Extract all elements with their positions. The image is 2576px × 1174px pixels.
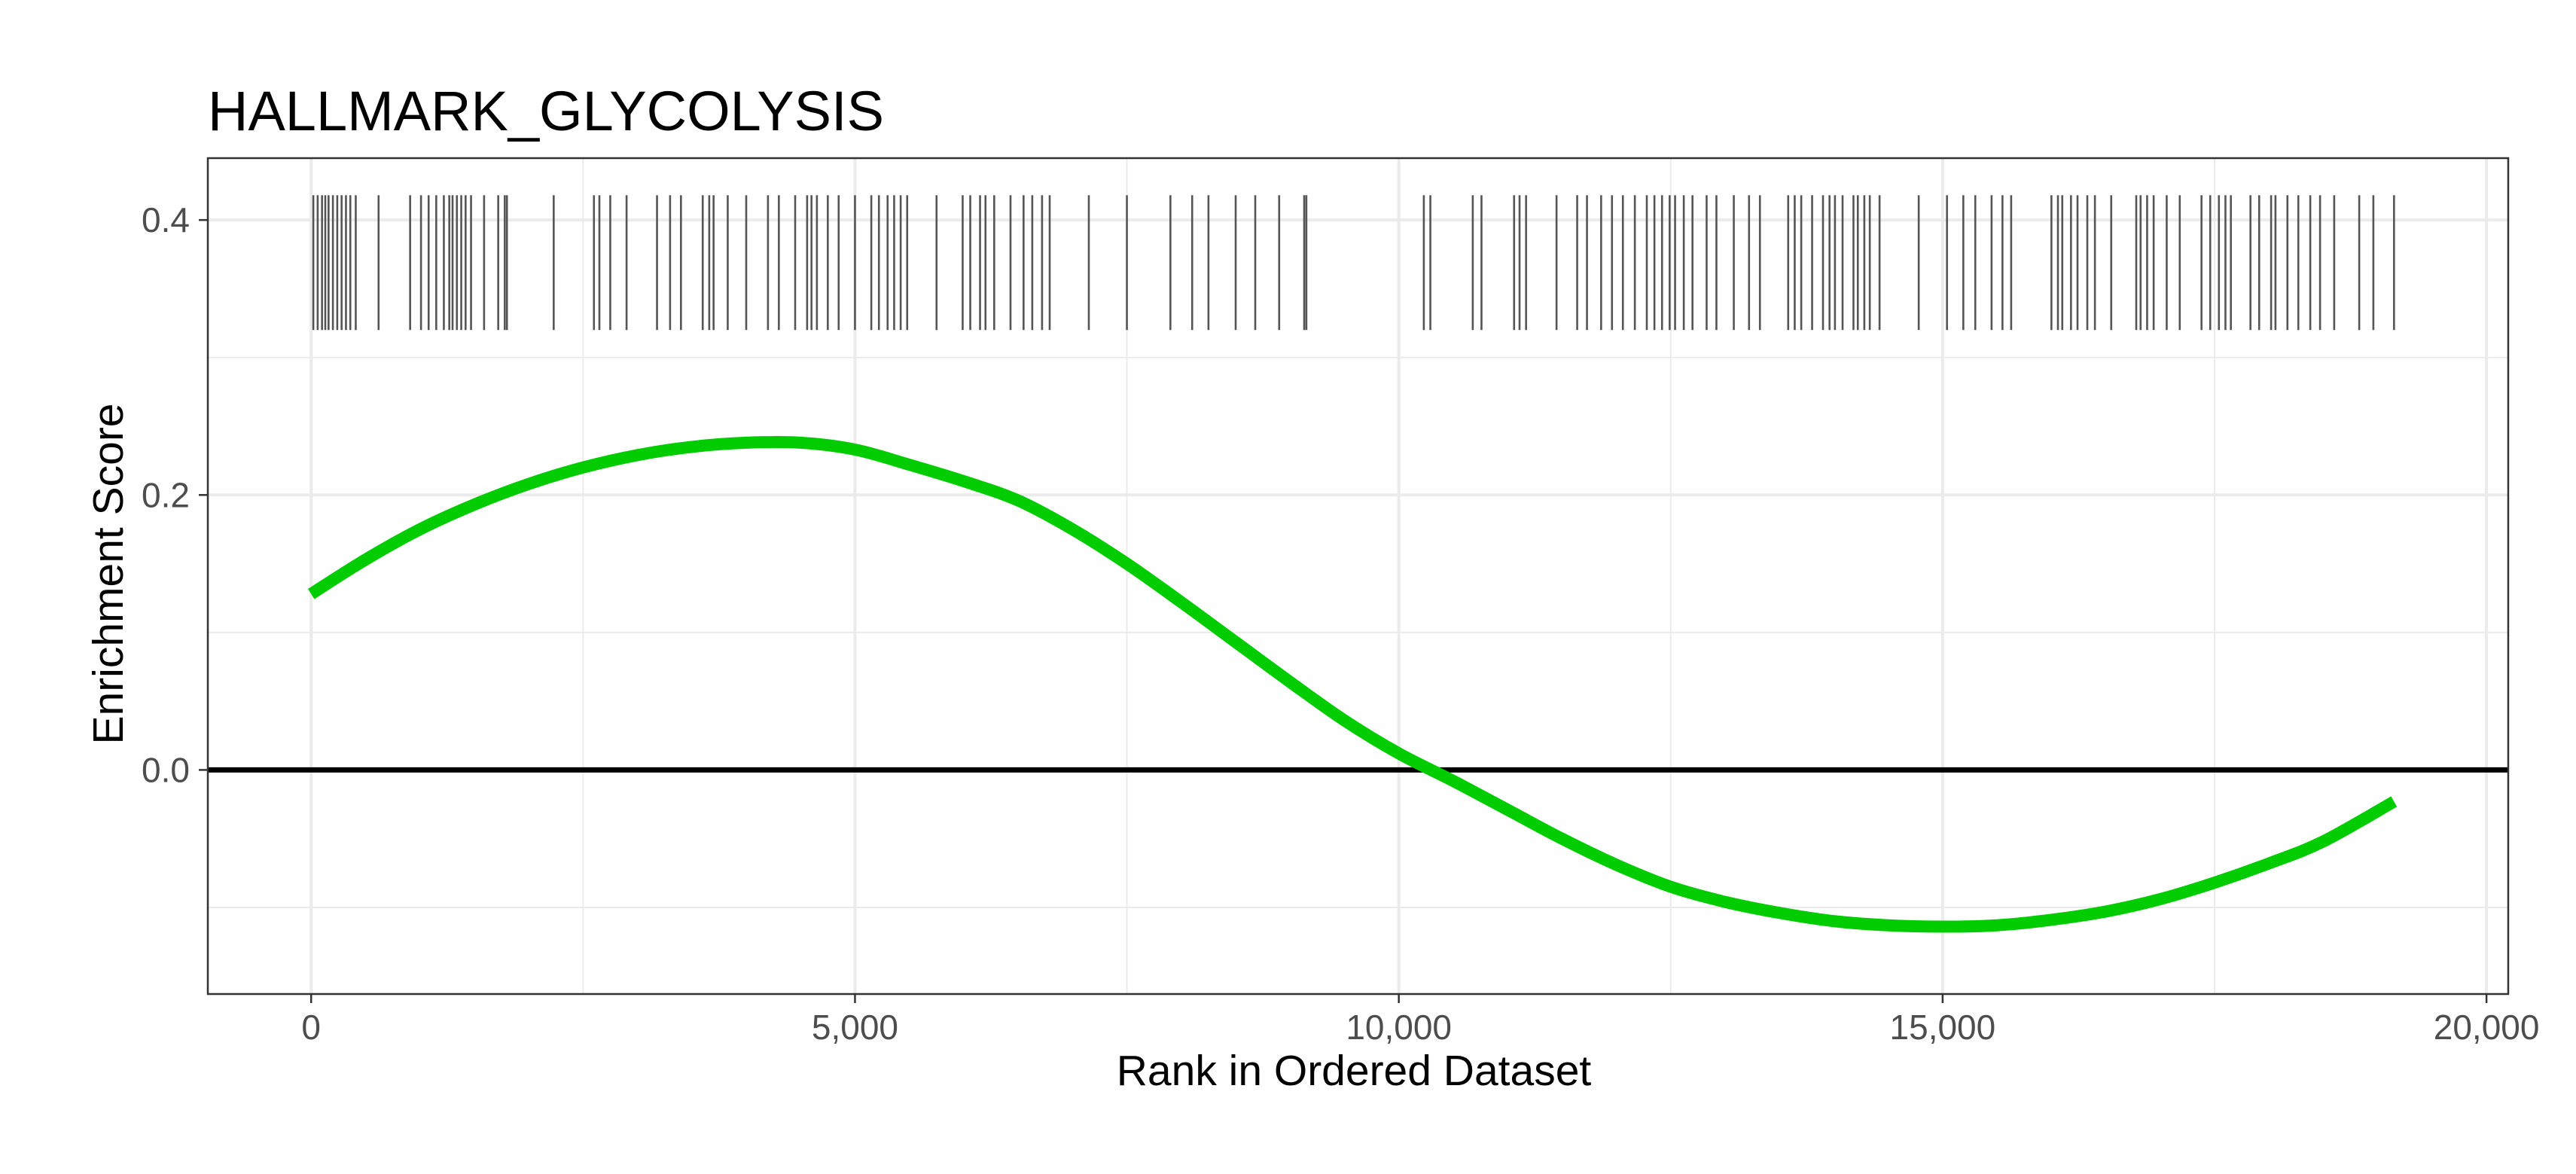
gene-hit-rug <box>312 195 2395 331</box>
y-tick-label: 0.2 <box>142 475 190 514</box>
y-axis-title: Enrichment Score <box>84 403 133 744</box>
x-tick-label: 0 <box>301 1008 321 1047</box>
x-tick-label: 20,000 <box>2434 1008 2540 1047</box>
enrichment-score-curve <box>307 435 2398 933</box>
x-tick-label: 15,000 <box>1890 1008 1996 1047</box>
plot-panel-border <box>206 157 2510 996</box>
y-tick-label: 0.0 <box>142 750 190 789</box>
x-axis-title: Rank in Ordered Dataset <box>1117 1047 1592 1095</box>
x-axis-ticks: 0 5,000 10,000 15,000 20,000 <box>301 994 2539 1047</box>
y-axis-ticks: 0.0 0.2 0.4 <box>142 200 208 789</box>
x-tick-label: 10,000 <box>1346 1008 1452 1047</box>
chart-title: HALLMARK_GLYCOLYSIS <box>208 80 884 142</box>
x-tick-label: 5,000 <box>812 1008 898 1047</box>
y-tick-label: 0.4 <box>142 200 190 239</box>
